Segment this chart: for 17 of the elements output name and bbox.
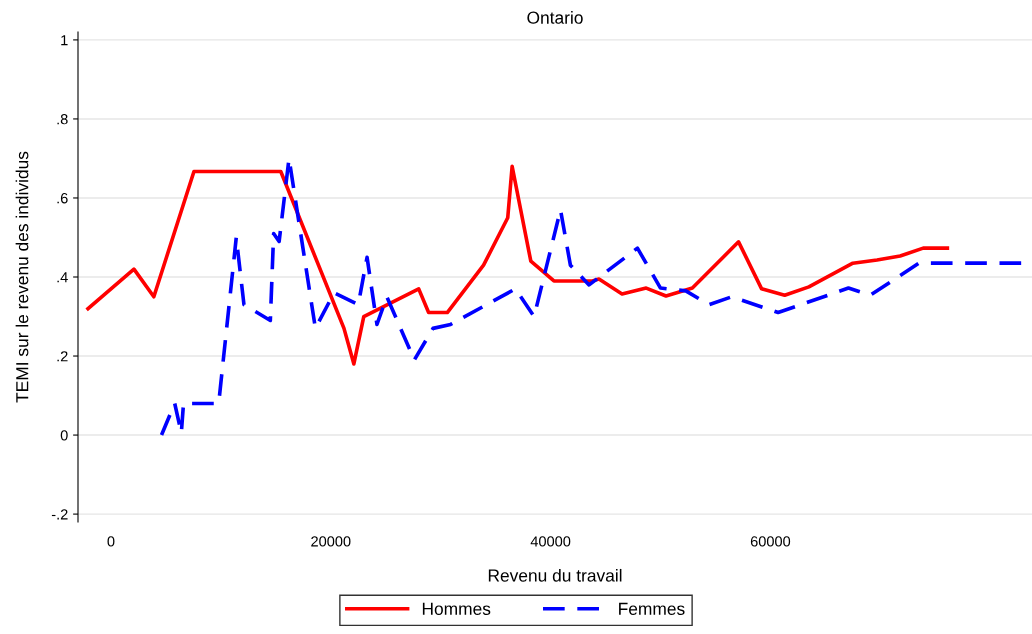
legend-label: Hommes xyxy=(422,602,491,615)
y-tick-label: .6 xyxy=(57,193,68,204)
x-tick-label: 20000 xyxy=(311,536,351,547)
x-tick-label: 60000 xyxy=(750,536,791,547)
x-tick-label: 0 xyxy=(107,536,115,547)
y-tick-label: 1 xyxy=(61,35,68,46)
y-tick-label: .2 xyxy=(57,351,68,362)
x-tick-label: 40000 xyxy=(530,536,571,547)
chart-title: Ontario xyxy=(527,11,583,24)
y-tick-label: 0 xyxy=(60,430,68,441)
legend-label: Femmes xyxy=(619,602,685,615)
y-tick-label: -.2 xyxy=(51,509,68,520)
x-axis-title: Revenu du travail xyxy=(488,568,622,582)
y-tick-label: .8 xyxy=(57,114,68,125)
y-axis-title: TEMI sur le revenu des individus xyxy=(15,151,29,403)
y-tick-label: .4 xyxy=(57,272,68,283)
line-series xyxy=(86,164,950,366)
